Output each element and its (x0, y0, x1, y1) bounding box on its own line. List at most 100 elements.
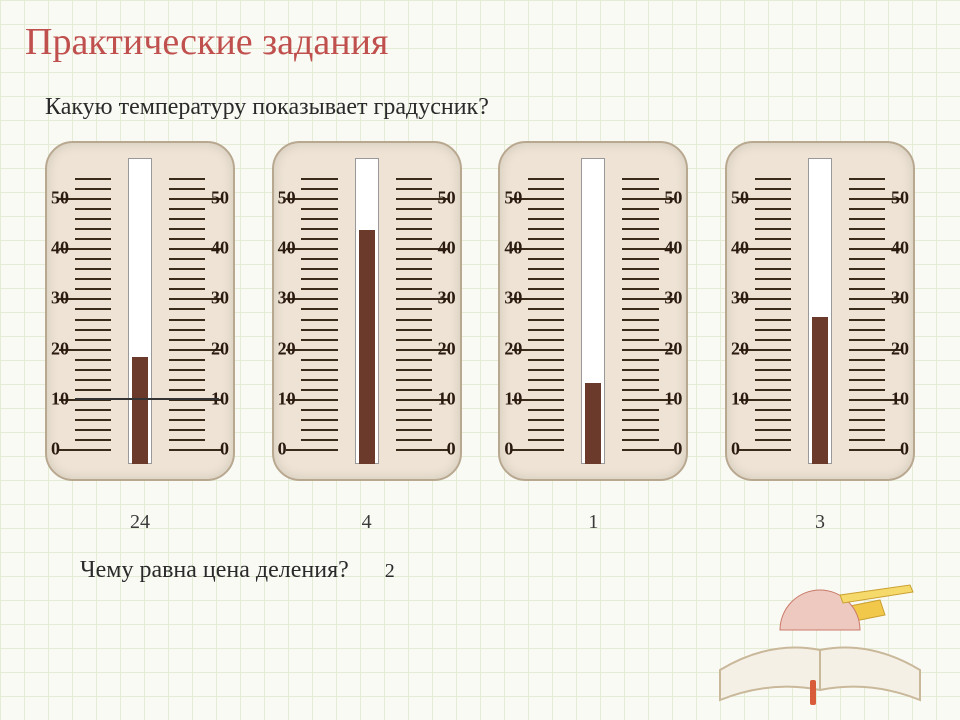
tick-minor (75, 258, 111, 260)
tick-label: 30 (51, 288, 69, 309)
tick-minor (396, 238, 432, 240)
tick-minor (75, 389, 111, 391)
tick-label: 0 (278, 439, 287, 460)
tick-minor (75, 178, 111, 180)
tick-label: 50 (891, 188, 909, 209)
tick-minor (528, 339, 564, 341)
tick-minor (622, 369, 658, 371)
tick-label: 40 (664, 238, 682, 259)
tick-minor (75, 429, 111, 431)
tick-minor (169, 268, 205, 270)
tick-minor (396, 308, 432, 310)
tick-minor (849, 238, 885, 240)
tick-minor (755, 188, 791, 190)
tick-minor (75, 188, 111, 190)
tick-minor (75, 359, 111, 361)
tick-minor (622, 329, 658, 331)
tick-minor (75, 308, 111, 310)
tick-minor (755, 178, 791, 180)
tick-label: 40 (438, 238, 456, 259)
tick-minor (301, 419, 337, 421)
tick-label: 0 (51, 439, 60, 460)
tick-minor (528, 308, 564, 310)
tick-label: 30 (211, 288, 229, 309)
tick-label: 10 (891, 388, 909, 409)
tick-minor (849, 278, 885, 280)
tick-minor (396, 409, 432, 411)
tick-minor (528, 188, 564, 190)
annotation-line (75, 398, 219, 400)
tick-minor (849, 409, 885, 411)
tick-label: 10 (504, 388, 522, 409)
question-text: Какую температуру показывает градусник? (45, 94, 935, 121)
tick-minor (755, 238, 791, 240)
tick-minor (301, 218, 337, 220)
tick-minor (622, 308, 658, 310)
tick-minor (75, 208, 111, 210)
tick-minor (528, 379, 564, 381)
tick-label: 50 (504, 188, 522, 209)
tick-minor (396, 339, 432, 341)
tick-minor (755, 359, 791, 361)
tick-major (739, 449, 791, 451)
tick-label: 10 (51, 388, 69, 409)
tick-minor (528, 178, 564, 180)
scale-right: 01020304050 (169, 173, 221, 449)
tick-major (286, 449, 338, 451)
mercury-column (585, 383, 601, 464)
thermometer-card: 0102030405001020304050 (498, 141, 688, 481)
tick-label: 10 (731, 388, 749, 409)
tick-label: 20 (211, 338, 229, 359)
tick-label: 40 (51, 238, 69, 259)
tick-minor (849, 339, 885, 341)
division-answer: 2 (385, 560, 395, 583)
tick-minor (301, 238, 337, 240)
tick-minor (75, 419, 111, 421)
tick-minor (755, 288, 791, 290)
tick-minor (396, 228, 432, 230)
tick-minor (75, 379, 111, 381)
tick-major (396, 449, 448, 451)
tick-minor (755, 439, 791, 441)
scale-right: 01020304050 (849, 173, 901, 449)
tick-minor (528, 218, 564, 220)
tick-minor (75, 409, 111, 411)
tick-minor (301, 439, 337, 441)
tick-minor (622, 188, 658, 190)
thermometer-answer: 24 (130, 511, 150, 537)
tick-minor (755, 429, 791, 431)
tick-minor (755, 389, 791, 391)
tick-minor (169, 218, 205, 220)
tick-minor (622, 359, 658, 361)
tick-minor (169, 379, 205, 381)
tick-minor (169, 178, 205, 180)
tick-minor (622, 218, 658, 220)
tick-minor (75, 238, 111, 240)
tick-minor (75, 278, 111, 280)
tick-minor (169, 429, 205, 431)
tick-minor (396, 389, 432, 391)
tick-minor (75, 319, 111, 321)
tick-minor (396, 258, 432, 260)
tick-minor (849, 379, 885, 381)
tick-minor (622, 389, 658, 391)
tick-label: 40 (731, 238, 749, 259)
tick-minor (849, 359, 885, 361)
scale-right: 01020304050 (396, 173, 448, 449)
thermometer-row: 0102030405001020304050240102030405001020… (45, 141, 915, 537)
tick-label: 20 (731, 338, 749, 359)
tick-minor (169, 419, 205, 421)
tick-label: 10 (664, 388, 682, 409)
tick-minor (755, 319, 791, 321)
tick-minor (301, 178, 337, 180)
mercury-column (132, 357, 148, 464)
thermometer-4: 01020304050010203040503 (725, 141, 915, 537)
tick-minor (528, 238, 564, 240)
tick-minor (849, 389, 885, 391)
tick-minor (849, 439, 885, 441)
tick-major (512, 449, 564, 451)
tick-minor (755, 339, 791, 341)
tick-minor (849, 308, 885, 310)
tick-minor (396, 439, 432, 441)
tick-minor (755, 208, 791, 210)
